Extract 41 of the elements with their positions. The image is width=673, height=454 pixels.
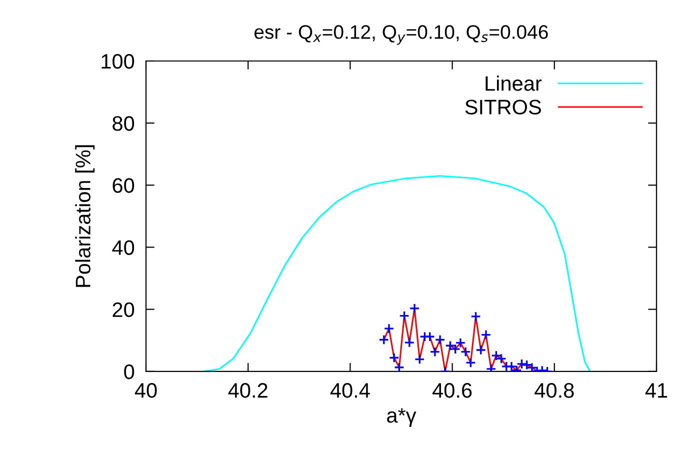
point: [384, 323, 394, 334]
point: [388, 352, 400, 363]
point: [394, 362, 404, 372]
point: [506, 361, 517, 372]
point: [496, 353, 507, 364]
y-tick-label: 60: [112, 178, 134, 193]
x-tick-label: 40.8: [534, 383, 574, 398]
point: [486, 364, 496, 372]
x-tick-label: 40.2: [228, 383, 268, 398]
point: [434, 334, 446, 345]
x-tick-label: 40.6: [432, 383, 472, 398]
point: [414, 354, 425, 365]
line-series: [203, 175, 591, 372]
point: [460, 346, 471, 358]
y-tick-label: 0: [124, 364, 134, 380]
y-tick-label: 100: [102, 54, 134, 69]
x-axis-title: a*γ: [387, 408, 416, 427]
point: [378, 334, 390, 345]
legend-label: Linear: [486, 76, 542, 91]
point: [465, 357, 476, 368]
x-tick-label: 41: [645, 383, 668, 398]
point: [526, 362, 538, 372]
point: [445, 340, 456, 351]
point: [522, 360, 532, 370]
point: [399, 310, 410, 322]
point: [476, 344, 486, 356]
point: [404, 337, 415, 348]
point: [490, 350, 502, 361]
y-tick-label: 80: [112, 116, 134, 131]
y-tick-label: 20: [112, 302, 134, 318]
y-tick-label: 40: [112, 240, 134, 255]
x-tick-label: 40.4: [330, 383, 370, 398]
chart-title: esr - Q$_{x}$=0.12, Q$_{y}$=0.10, Q$_{s}$=0.046: [254, 25, 548, 45]
point: [480, 330, 492, 340]
point: [470, 311, 482, 322]
legend-label: SITROS: [465, 100, 541, 114]
point: [409, 303, 420, 314]
y-axis-title: Polarization [%]: [75, 145, 95, 287]
x-tick-label: 40: [134, 383, 157, 398]
point: [430, 346, 440, 358]
point: [424, 331, 436, 342]
